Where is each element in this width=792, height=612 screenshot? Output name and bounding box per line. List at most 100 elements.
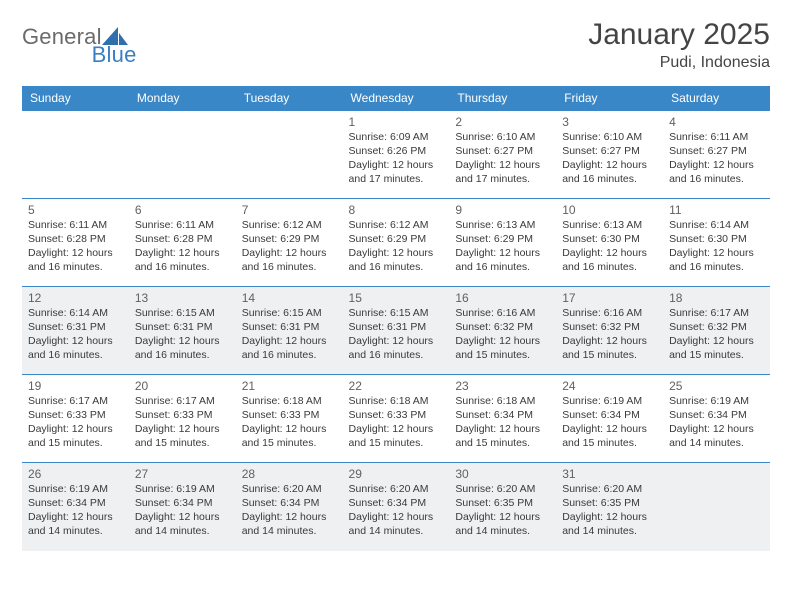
sunrise-text: Sunrise: 6:17 AM [28,395,123,409]
day-cell: 25Sunrise: 6:19 AMSunset: 6:34 PMDayligh… [663,375,770,463]
sunset-text: Sunset: 6:31 PM [135,321,230,335]
sunset-text: Sunset: 6:27 PM [669,145,764,159]
day-cell: 30 Sunrise: 6:20 AMSunset: 6:35 PMDayligh… [449,463,556,551]
day-detail: Sunrise: 6:17 AMSunset: 6:33 PMDaylight:… [28,395,123,450]
day-detail: Sunrise: 6:15 AMSunset: 6:31 PMDaylight:… [349,307,444,362]
day-number: 22 [349,379,444,393]
day-cell: 12Sunrise: 6:14 AMSunset: 6:31 PMDayligh… [22,287,129,375]
day-cell: 13Sunrise: 6:15 AMSunset: 6:31 PMDayligh… [129,287,236,375]
day-detail: Sunrise: 6:12 AMSunset: 6:29 PMDaylight:… [242,219,337,274]
brand-word-general: General [22,24,102,50]
day-detail: Sunrise: 6:11 AMSunset: 6:28 PMDaylight:… [135,219,230,274]
day-cell: 19 Sunrise: 6:17 AMSunset: 6:33 PMDayligh… [22,375,129,463]
empty-cell [236,111,343,199]
sunset-text: Sunset: 6:34 PM [455,409,550,423]
day-cell: 11Sunrise: 6:14 AMSunset: 6:30 PMDayligh… [663,199,770,287]
day-number: 19 [28,379,123,393]
empty-cell [663,463,770,551]
day-detail: Sunrise: 6:14 AMSunset: 6:30 PMDaylight:… [669,219,764,274]
daylight-line-1: Daylight: 12 hours [669,247,764,261]
day-cell: 18Sunrise: 6:17 AMSunset: 6:32 PMDayligh… [663,287,770,375]
daylight-line-1: Daylight: 12 hours [455,159,550,173]
day-detail: Sunrise: 6:09 AMSunset: 6:26 PMDaylight:… [349,131,444,186]
day-cell: 15Sunrise: 6:15 AMSunset: 6:31 PMDayligh… [343,287,450,375]
daylight-line-2: and 16 minutes. [669,173,764,187]
brand-word-blue: Blue [92,42,137,68]
day-cell: 7Sunrise: 6:12 AMSunset: 6:29 PMDaylight… [236,199,343,287]
sunrise-text: Sunrise: 6:20 AM [562,483,657,497]
day-cell: 9Sunrise: 6:13 AMSunset: 6:29 PMDaylight… [449,199,556,287]
day-detail: Sunrise: 6:18 AMSunset: 6:33 PMDaylight:… [349,395,444,450]
daylight-line-2: and 15 minutes. [455,349,550,363]
sunrise-text: Sunrise: 6:13 AM [562,219,657,233]
sunrise-text: Sunrise: 6:18 AM [455,395,550,409]
day-number: 29 [349,467,444,481]
day-detail: Sunrise: 6:16 AMSunset: 6:32 PMDaylight:… [562,307,657,362]
daylight-line-2: and 14 minutes. [455,525,550,539]
sunrise-text: Sunrise: 6:19 AM [669,395,764,409]
calendar-page: General Blue January 2025 Pudi, Indonesi… [0,0,792,561]
daylight-line-1: Daylight: 12 hours [562,511,657,525]
daylight-line-1: Daylight: 12 hours [349,511,444,525]
daylight-line-1: Daylight: 12 hours [349,247,444,261]
daylight-line-1: Daylight: 12 hours [28,511,123,525]
week-row: 12Sunrise: 6:14 AMSunset: 6:31 PMDayligh… [22,287,770,375]
day-cell: 5Sunrise: 6:11 AMSunset: 6:28 PMDaylight… [22,199,129,287]
daylight-line-2: and 14 minutes. [242,525,337,539]
day-number: 14 [242,291,337,305]
sunset-text: Sunset: 6:27 PM [562,145,657,159]
sunset-text: Sunset: 6:34 PM [669,409,764,423]
daylight-line-2: and 16 minutes. [349,261,444,275]
sunrise-text: Sunrise: 6:10 AM [455,131,550,145]
day-detail: Sunrise: 6:13 AMSunset: 6:29 PMDaylight:… [455,219,550,274]
day-number: 18 [669,291,764,305]
day-cell: 26Sunrise: 6:19 AMSunset: 6:34 PMDayligh… [22,463,129,551]
sunset-text: Sunset: 6:33 PM [28,409,123,423]
page-header: General Blue January 2025 Pudi, Indonesi… [22,18,770,72]
sunrise-text: Sunrise: 6:14 AM [28,307,123,321]
day-cell: 22 Sunrise: 6:18 AMSunset: 6:33 PMDayligh… [343,375,450,463]
daylight-line-1: Daylight: 12 hours [455,511,550,525]
day-number: 21 [242,379,337,393]
day-cell: 1 Sunrise: 6:09 AMSunset: 6:26 PMDaylight… [343,111,450,199]
sunset-text: Sunset: 6:27 PM [455,145,550,159]
dayhead-tuesday: Tuesday [236,86,343,111]
day-number: 24 [562,379,657,393]
day-cell: 23Sunrise: 6:18 AMSunset: 6:34 PMDayligh… [449,375,556,463]
sunset-text: Sunset: 6:33 PM [242,409,337,423]
day-number: 27 [135,467,230,481]
daylight-line-1: Daylight: 12 hours [135,511,230,525]
sunset-text: Sunset: 6:33 PM [135,409,230,423]
sunrise-text: Sunrise: 6:11 AM [669,131,764,145]
day-detail: Sunrise: 6:20 AMSunset: 6:34 PMDaylight:… [242,483,337,538]
day-number: 5 [28,203,123,217]
sunset-text: Sunset: 6:32 PM [562,321,657,335]
sunset-text: Sunset: 6:26 PM [349,145,444,159]
daylight-line-1: Daylight: 12 hours [669,159,764,173]
day-number: 30 [455,467,550,481]
dayhead-sunday: Sunday [22,86,129,111]
dayhead-thursday: Thursday [449,86,556,111]
day-detail: Sunrise: 6:12 AMSunset: 6:29 PMDaylight:… [349,219,444,274]
day-detail: Sunrise: 6:17 AMSunset: 6:33 PMDaylight:… [135,395,230,450]
daylight-line-2: and 14 minutes. [135,525,230,539]
day-number: 8 [349,203,444,217]
sunrise-text: Sunrise: 6:13 AM [455,219,550,233]
day-cell: 10Sunrise: 6:13 AMSunset: 6:30 PMDayligh… [556,199,663,287]
daylight-line-2: and 14 minutes. [562,525,657,539]
sunset-text: Sunset: 6:34 PM [349,497,444,511]
day-detail: Sunrise: 6:20 AMSunset: 6:35 PMDaylight:… [455,483,550,538]
day-number: 13 [135,291,230,305]
daylight-line-2: and 15 minutes. [28,437,123,451]
day-detail: Sunrise: 6:19 AMSunset: 6:34 PMDaylight:… [669,395,764,450]
week-row: 1 Sunrise: 6:09 AMSunset: 6:26 PMDaylight… [22,111,770,199]
sunset-text: Sunset: 6:29 PM [349,233,444,247]
daylight-line-2: and 16 minutes. [242,349,337,363]
day-number: 1 [349,115,444,129]
daylight-line-1: Daylight: 12 hours [562,247,657,261]
location-label: Pudi, Indonesia [588,54,770,72]
daylight-line-1: Daylight: 12 hours [455,247,550,261]
day-number: 2 [455,115,550,129]
day-detail: Sunrise: 6:19 AMSunset: 6:34 PMDaylight:… [562,395,657,450]
day-number: 12 [28,291,123,305]
